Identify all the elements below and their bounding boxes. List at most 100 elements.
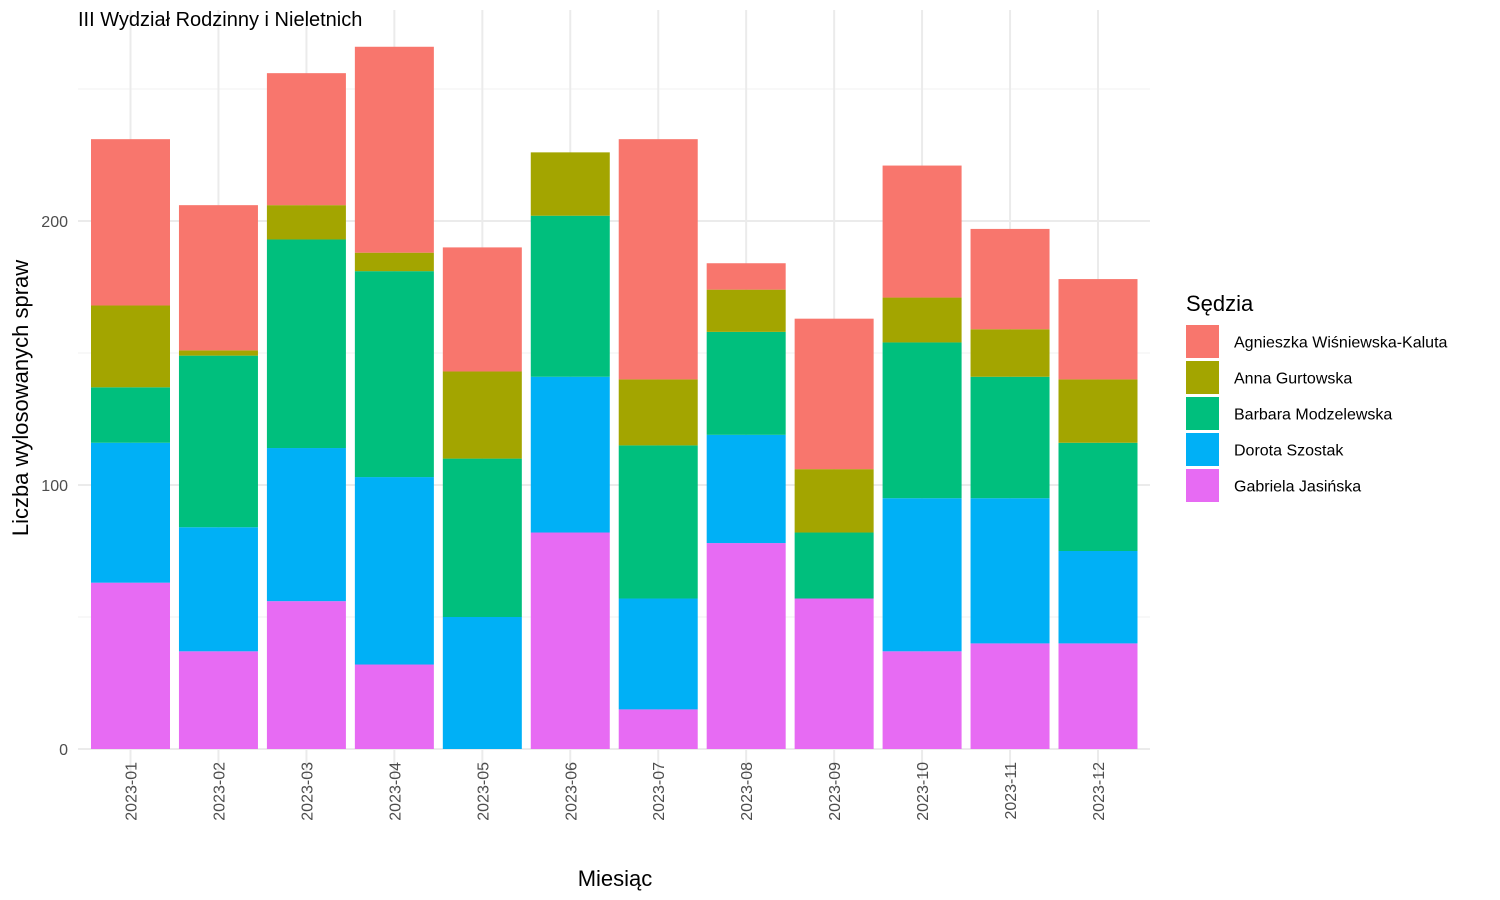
bar-segment — [530, 376, 610, 533]
y-axis-title: Liczba wylosowanych spraw — [8, 260, 33, 536]
bar-segment — [1058, 279, 1138, 380]
bar-segment — [442, 371, 522, 459]
bar-segment — [706, 543, 786, 749]
bar-segment — [882, 297, 962, 343]
bar-segment — [794, 469, 874, 533]
bar-stack-2023-07 — [618, 139, 698, 749]
bar-segment — [970, 376, 1050, 499]
legend-item: Gabriela Jasińska — [1186, 469, 1361, 502]
bar-segment — [706, 331, 786, 435]
bar-segment — [354, 271, 434, 478]
bar-segment — [266, 448, 346, 602]
bar-stack-2023-03 — [266, 73, 346, 749]
legend-label: Barbara Modzelewska — [1234, 407, 1392, 424]
bar-stack-2023-11 — [970, 228, 1050, 749]
bar-segment — [91, 442, 170, 583]
bar-stack-2023-02 — [178, 205, 258, 749]
legend-label: Dorota Szostak — [1234, 443, 1344, 460]
bar-segment — [1058, 442, 1138, 551]
x-tick-label: 2023-01 — [124, 762, 141, 821]
bar-stack-2023-01 — [91, 139, 170, 749]
bar-segment — [91, 582, 170, 749]
bar-segment — [970, 329, 1050, 377]
y-tick-label: 100 — [41, 478, 68, 495]
legend-item: Dorota Szostak — [1186, 433, 1344, 466]
legend-item: Agnieszka Wiśniewska-Kaluta — [1186, 325, 1448, 358]
bar-segment — [178, 205, 258, 351]
legend-label: Agnieszka Wiśniewska-Kaluta — [1234, 335, 1448, 352]
bar-segment — [1058, 379, 1138, 443]
legend-label: Gabriela Jasińska — [1234, 479, 1361, 496]
x-tick-label: 2023-05 — [475, 762, 492, 821]
legend: Agnieszka Wiśniewska-Kaluta Anna Gurtowsk… — [1186, 325, 1448, 502]
legend-swatch — [1186, 361, 1219, 394]
bar-segment — [530, 152, 610, 216]
bar-segment — [794, 532, 874, 599]
bar-segment — [178, 350, 258, 356]
bar-segment — [266, 205, 346, 240]
legend-swatch — [1186, 325, 1219, 358]
bar-segment — [91, 139, 170, 306]
bar-stack-2023-04 — [354, 46, 434, 749]
bar-segment — [266, 601, 346, 749]
bar-segment — [266, 239, 346, 449]
bar-stack-2023-08 — [706, 263, 786, 749]
x-tick-label: 2023-06 — [563, 762, 580, 821]
bar-segment — [442, 617, 522, 749]
legend-swatch — [1186, 397, 1219, 430]
bar-segment — [178, 355, 258, 528]
bar-segment — [91, 387, 170, 443]
bar-segment — [1058, 551, 1138, 644]
bar-segment — [706, 289, 786, 332]
bar-segment — [618, 445, 698, 599]
legend-item: Anna Gurtowska — [1186, 361, 1352, 394]
axes-layer: 0 100 200 2023-01 2023-02 2023-03 2023-04 2023-… — [41, 214, 1108, 821]
bar-segment — [530, 532, 610, 749]
bar-segment — [882, 498, 962, 652]
legend-title: Sędzia — [1186, 291, 1254, 316]
bar-segment — [1058, 643, 1138, 749]
bar-segment — [706, 434, 786, 544]
bar-segment — [354, 252, 434, 272]
bar-segment — [882, 165, 962, 298]
bar-segment — [618, 139, 698, 380]
bars-layer — [91, 46, 1138, 749]
legend-swatch — [1186, 469, 1219, 502]
bar-stack-2023-12 — [1058, 279, 1138, 749]
x-tick-label: 2023-04 — [387, 762, 404, 821]
x-tick-label: 2023-07 — [651, 762, 668, 821]
bar-segment — [178, 651, 258, 749]
bar-stack-2023-06 — [530, 152, 610, 749]
bar-stack-2023-05 — [442, 247, 522, 749]
bar-segment — [618, 709, 698, 749]
legend-swatch — [1186, 433, 1219, 466]
bar-segment — [354, 477, 434, 665]
x-tick-label: 2023-08 — [739, 762, 756, 821]
bar-segment — [618, 379, 698, 446]
x-tick-label: 2023-02 — [211, 762, 228, 821]
bar-segment — [354, 664, 434, 749]
bar-segment — [530, 215, 610, 377]
legend-label: Anna Gurtowska — [1234, 371, 1352, 388]
bar-segment — [970, 228, 1050, 330]
bar-segment — [970, 643, 1050, 749]
y-tick-label: 0 — [59, 742, 68, 759]
bar-segment — [882, 651, 962, 749]
bar-segment — [266, 73, 346, 206]
bar-segment — [618, 598, 698, 710]
legend-item: Barbara Modzelewska — [1186, 397, 1392, 430]
bar-segment — [706, 263, 786, 290]
y-tick-label: 200 — [41, 214, 68, 231]
x-tick-label: 2023-10 — [915, 762, 932, 821]
bar-stack-2023-09 — [794, 318, 874, 749]
bar-segment — [442, 458, 522, 617]
x-tick-label: 2023-12 — [1091, 762, 1108, 821]
x-tick-label: 2023-03 — [299, 762, 316, 821]
x-tick-label: 2023-11 — [1003, 762, 1020, 820]
bar-segment — [178, 527, 258, 652]
bar-segment — [442, 247, 522, 372]
x-axis-title: Miesiąc — [578, 866, 653, 891]
bar-segment — [91, 305, 170, 388]
